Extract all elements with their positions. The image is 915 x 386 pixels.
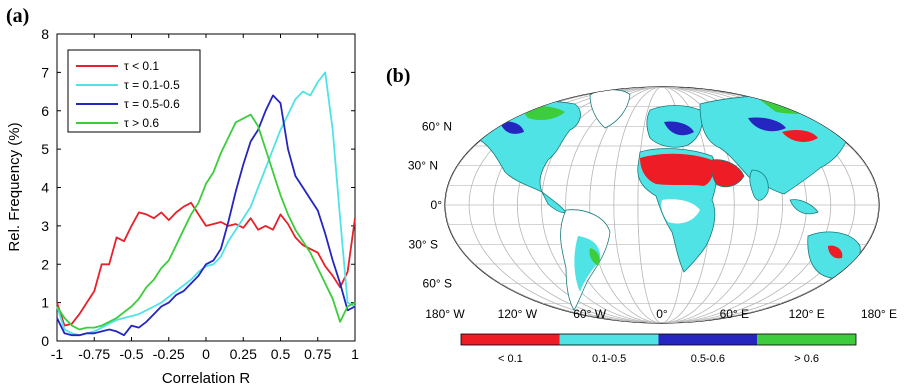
x-tick-label: 0 xyxy=(202,346,210,362)
lat-label: 60° S xyxy=(423,277,452,291)
colorbar-label: 0.1-0.5 xyxy=(592,353,626,365)
lon-label: 60° W xyxy=(573,307,606,321)
y-tick-label: 1 xyxy=(41,295,49,311)
y-tick-label: 5 xyxy=(41,141,49,157)
y-tick-label: 4 xyxy=(41,180,49,196)
y-tick-label: 0 xyxy=(41,333,49,349)
x-tick-label: 0.5 xyxy=(271,346,291,362)
colorbar-segment xyxy=(559,334,659,345)
india xyxy=(749,169,769,201)
legend-label: τ < 0.1 xyxy=(124,59,159,73)
colorbar-label: < 0.1 xyxy=(498,353,523,365)
series-lines xyxy=(56,71,356,337)
sahara xyxy=(640,153,714,186)
graticule-meridian xyxy=(541,87,783,323)
colorbar: < 0.1 0.1-0.5 0.5-0.6 > 0.6 xyxy=(460,333,857,365)
y-tick-label: 6 xyxy=(41,103,49,119)
colorbar-segment xyxy=(461,334,560,345)
x-tick-label: 1 xyxy=(351,346,359,362)
colorbar-segment xyxy=(757,334,856,345)
lon-label: 120° W xyxy=(498,307,538,321)
legend: τ < 0.1 τ = 0.1-0.5 τ = 0.5-0.6 τ > 0.6 xyxy=(67,49,201,133)
asia-blue xyxy=(748,117,786,132)
latitude-labels: 60° N 30° N 0° 30° S 60° S xyxy=(408,119,452,290)
longitude-labels: 180° W 120° W 60° W 0° 60° E 120° E 180° E xyxy=(425,307,897,321)
lat-label: 60° N xyxy=(422,119,452,133)
colorbar-segment xyxy=(658,334,758,345)
colorbar-label: > 0.6 xyxy=(794,353,819,365)
world-correlation-map: (b) xyxy=(386,65,897,365)
sa-green xyxy=(589,248,600,266)
x-axis-ticks: -1 -0.75 -0.5 -0.25 0 0.25 0.5 0.75 1 xyxy=(51,34,359,362)
y-tick-label: 7 xyxy=(41,64,49,80)
y-axis-label: Rel. Frequency (%) xyxy=(6,122,23,251)
australia-desert xyxy=(828,245,843,259)
legend-box xyxy=(67,49,201,133)
y-tick-label: 2 xyxy=(41,256,49,272)
panel-label-b: (b) xyxy=(386,65,410,87)
europe-blue xyxy=(664,121,694,136)
x-tick-label: -0.25 xyxy=(153,346,185,362)
africa-forest xyxy=(661,199,700,224)
correlation-frequency-chart: (a) 0 1 2 3 4 5 6 7 8 -1 -0.75 -0.5 -0.25 0 0.25 0.5 0.… xyxy=(6,5,359,386)
legend-label: τ = 0.1-0.5 xyxy=(124,78,180,92)
y-tick-label: 3 xyxy=(41,218,49,234)
series-line xyxy=(56,113,356,331)
lon-label: 180° W xyxy=(425,307,465,321)
x-axis-label: Correlation R xyxy=(162,370,251,386)
x-tick-label: -0.5 xyxy=(119,346,143,362)
x-tick-label: -1 xyxy=(51,346,64,362)
x-tick-label: 0.25 xyxy=(230,346,257,362)
lat-label: 0° xyxy=(431,198,443,212)
lon-label: 0° xyxy=(656,307,668,321)
na-blue-patch xyxy=(500,121,524,134)
legend-label: τ > 0.6 xyxy=(124,116,159,130)
legend-label: τ = 0.5-0.6 xyxy=(124,97,180,111)
y-axis-ticks: 0 1 2 3 4 5 6 7 8 xyxy=(41,26,355,349)
series-line xyxy=(56,71,356,337)
arabia xyxy=(710,159,745,188)
central-asia-desert xyxy=(782,130,818,142)
lat-label: 30° N xyxy=(408,159,438,173)
colorbar-label: 0.5-0.6 xyxy=(691,353,725,365)
se-asia xyxy=(789,199,819,215)
series-line xyxy=(56,94,356,337)
colorbar-border xyxy=(460,333,857,346)
y-tick-label: 8 xyxy=(41,26,49,42)
graticule-meridian xyxy=(565,87,759,323)
panel-label-a: (a) xyxy=(6,5,29,27)
x-tick-label: 0.75 xyxy=(304,346,331,362)
graticule-meridian xyxy=(468,87,856,323)
graticule-meridian xyxy=(589,87,735,323)
graticule-meridian xyxy=(492,87,832,323)
new-zealand xyxy=(875,269,879,279)
lon-label: 180° E xyxy=(861,307,897,321)
lat-label: 30° S xyxy=(409,237,438,251)
x-tick-label: -0.75 xyxy=(78,346,110,362)
lon-label: 120° E xyxy=(789,307,825,321)
lon-label: 60° E xyxy=(720,307,749,321)
